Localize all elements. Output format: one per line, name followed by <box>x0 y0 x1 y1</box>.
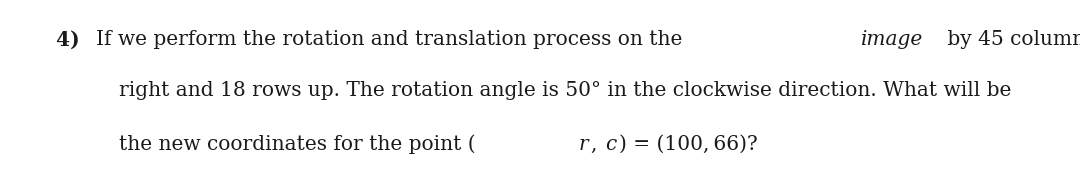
Text: by 45 columns to the: by 45 columns to the <box>941 30 1080 49</box>
Text: image: image <box>861 30 922 49</box>
Text: If we perform the rotation and translation process on the: If we perform the rotation and translati… <box>96 30 688 49</box>
Text: ,: , <box>592 134 602 154</box>
Text: right and 18 rows up. The rotation angle is 50° in the clockwise direction. What: right and 18 rows up. The rotation angle… <box>119 80 1011 100</box>
Text: the new coordinates for the point (: the new coordinates for the point ( <box>119 134 475 154</box>
Text: ) = (100, 66)?: ) = (100, 66)? <box>619 134 758 154</box>
Text: 4): 4) <box>56 30 86 50</box>
Text: c: c <box>605 134 616 154</box>
Text: r: r <box>579 134 589 154</box>
